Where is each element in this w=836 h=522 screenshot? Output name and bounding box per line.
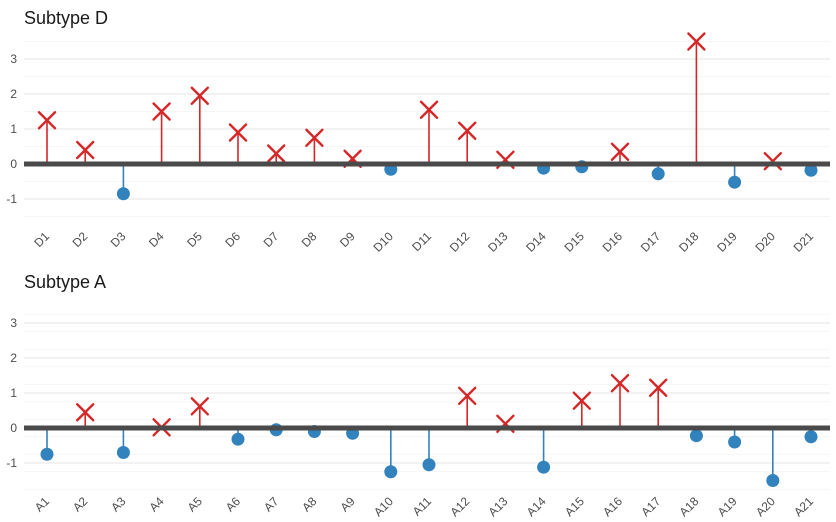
x-tick-label: D14 xyxy=(523,229,549,255)
y-tick-label: 3 xyxy=(10,316,17,330)
x-tick-label: A1 xyxy=(32,494,53,515)
cross-icon xyxy=(572,391,591,410)
x-tick-label: D12 xyxy=(447,229,473,255)
x-tick-label: A13 xyxy=(486,494,511,519)
cross-icon xyxy=(419,100,439,119)
dot-icon xyxy=(231,432,245,446)
cross-icon xyxy=(610,142,630,161)
cross-icon xyxy=(228,123,248,142)
y-tick-label: -1 xyxy=(6,192,17,206)
x-tick-label: D2 xyxy=(70,229,91,250)
cross-icon xyxy=(75,140,95,160)
cross-icon xyxy=(458,386,477,405)
dot-icon xyxy=(728,435,742,449)
x-tick-label: D3 xyxy=(108,229,129,250)
x-tick-label: D16 xyxy=(600,229,626,255)
x-tick-label: D6 xyxy=(222,229,243,250)
dot-icon xyxy=(766,474,780,487)
dot-icon xyxy=(689,429,703,443)
x-tick-label: A10 xyxy=(371,494,396,519)
dot-icon xyxy=(384,465,398,479)
x-tick-label: A7 xyxy=(261,494,282,515)
x-tick-label: D17 xyxy=(638,229,664,255)
stems xyxy=(46,41,812,194)
y-tick-label: -1 xyxy=(6,456,17,470)
x-tick-label: A6 xyxy=(223,494,244,515)
cross-icon xyxy=(190,397,210,416)
x-tick-label: A4 xyxy=(146,494,167,515)
x-tick-label: A8 xyxy=(299,494,320,515)
x-tick-label: A16 xyxy=(600,494,625,519)
cross-icon xyxy=(687,32,706,51)
x-tick-label: A3 xyxy=(108,494,129,515)
cross-icon xyxy=(458,121,477,140)
x-tick-label: A20 xyxy=(753,494,778,519)
x-tick-label: D1 xyxy=(31,229,52,250)
x-tick-label: A19 xyxy=(715,494,740,519)
y-tick-label: 1 xyxy=(10,122,17,136)
cross-icon xyxy=(75,403,95,422)
x-tick-label: D13 xyxy=(485,229,511,255)
x-tick-label: A9 xyxy=(337,494,358,515)
dot-icon xyxy=(728,175,742,189)
x-tick-label: A12 xyxy=(447,494,472,519)
x-tick-label: D15 xyxy=(561,229,587,255)
y-tick-label: 0 xyxy=(10,421,17,435)
cross-icon xyxy=(152,102,171,121)
stems xyxy=(46,383,812,481)
x-tick-label: D11 xyxy=(409,229,434,254)
x-tick-label: D5 xyxy=(184,229,205,250)
dot-icon xyxy=(804,163,818,177)
cross-icon xyxy=(267,144,286,163)
x-tick-label: A17 xyxy=(638,494,663,519)
x-tick-label: D20 xyxy=(752,229,778,255)
panel-subtype-d: Subtype D -1 0 1 2 3 D1 D2 D3 D4 D5 D6 D7 D8 D9 D10 D11… xyxy=(6,8,830,255)
x-tick-label: A15 xyxy=(562,494,587,519)
dot-icon xyxy=(804,430,818,444)
x-tick-label: D18 xyxy=(676,229,702,255)
cross-icon xyxy=(649,378,668,397)
x-tick-label: D21 xyxy=(791,229,817,255)
x-tick-label: A5 xyxy=(185,494,206,515)
dot-icon xyxy=(422,458,436,472)
cross-icon xyxy=(610,374,630,393)
dot-icon xyxy=(40,447,54,461)
y-tick-label: 1 xyxy=(10,386,17,400)
x-tick-label: A18 xyxy=(677,494,702,519)
x-tick-label: D19 xyxy=(714,229,740,255)
panel-title: Subtype D xyxy=(24,8,108,28)
x-tick-label: A14 xyxy=(524,494,549,519)
x-tick-label: D10 xyxy=(370,229,396,255)
cross-icon xyxy=(37,111,57,130)
cross-icon xyxy=(190,86,210,105)
panel-subtype-a: Subtype A -1 0 1 2 3 A1 A2 A3 A4 A5 A6 A7 A8 A9 A10 A11… xyxy=(6,272,830,519)
y-tick-label: 2 xyxy=(10,351,17,365)
cross-icon xyxy=(763,151,782,171)
x-tick-label: A2 xyxy=(70,494,91,515)
y-tick-label: 3 xyxy=(10,52,17,66)
x-tick-label: D4 xyxy=(146,229,167,250)
y-tick-label: 0 xyxy=(10,157,17,171)
x-tick-label: D8 xyxy=(299,229,320,250)
y-tick-label: 2 xyxy=(10,87,17,101)
x-tick-label: A21 xyxy=(791,494,816,519)
x-tick-label: A11 xyxy=(410,494,435,519)
panel-title: Subtype A xyxy=(24,272,106,292)
dot-icon xyxy=(651,167,665,181)
x-tick-label: D7 xyxy=(261,229,282,250)
dot-icon xyxy=(116,187,130,201)
cross-icon xyxy=(305,128,324,147)
dot-icon xyxy=(116,446,130,459)
x-tick-label: D9 xyxy=(337,229,358,250)
dot-icon xyxy=(537,460,551,474)
